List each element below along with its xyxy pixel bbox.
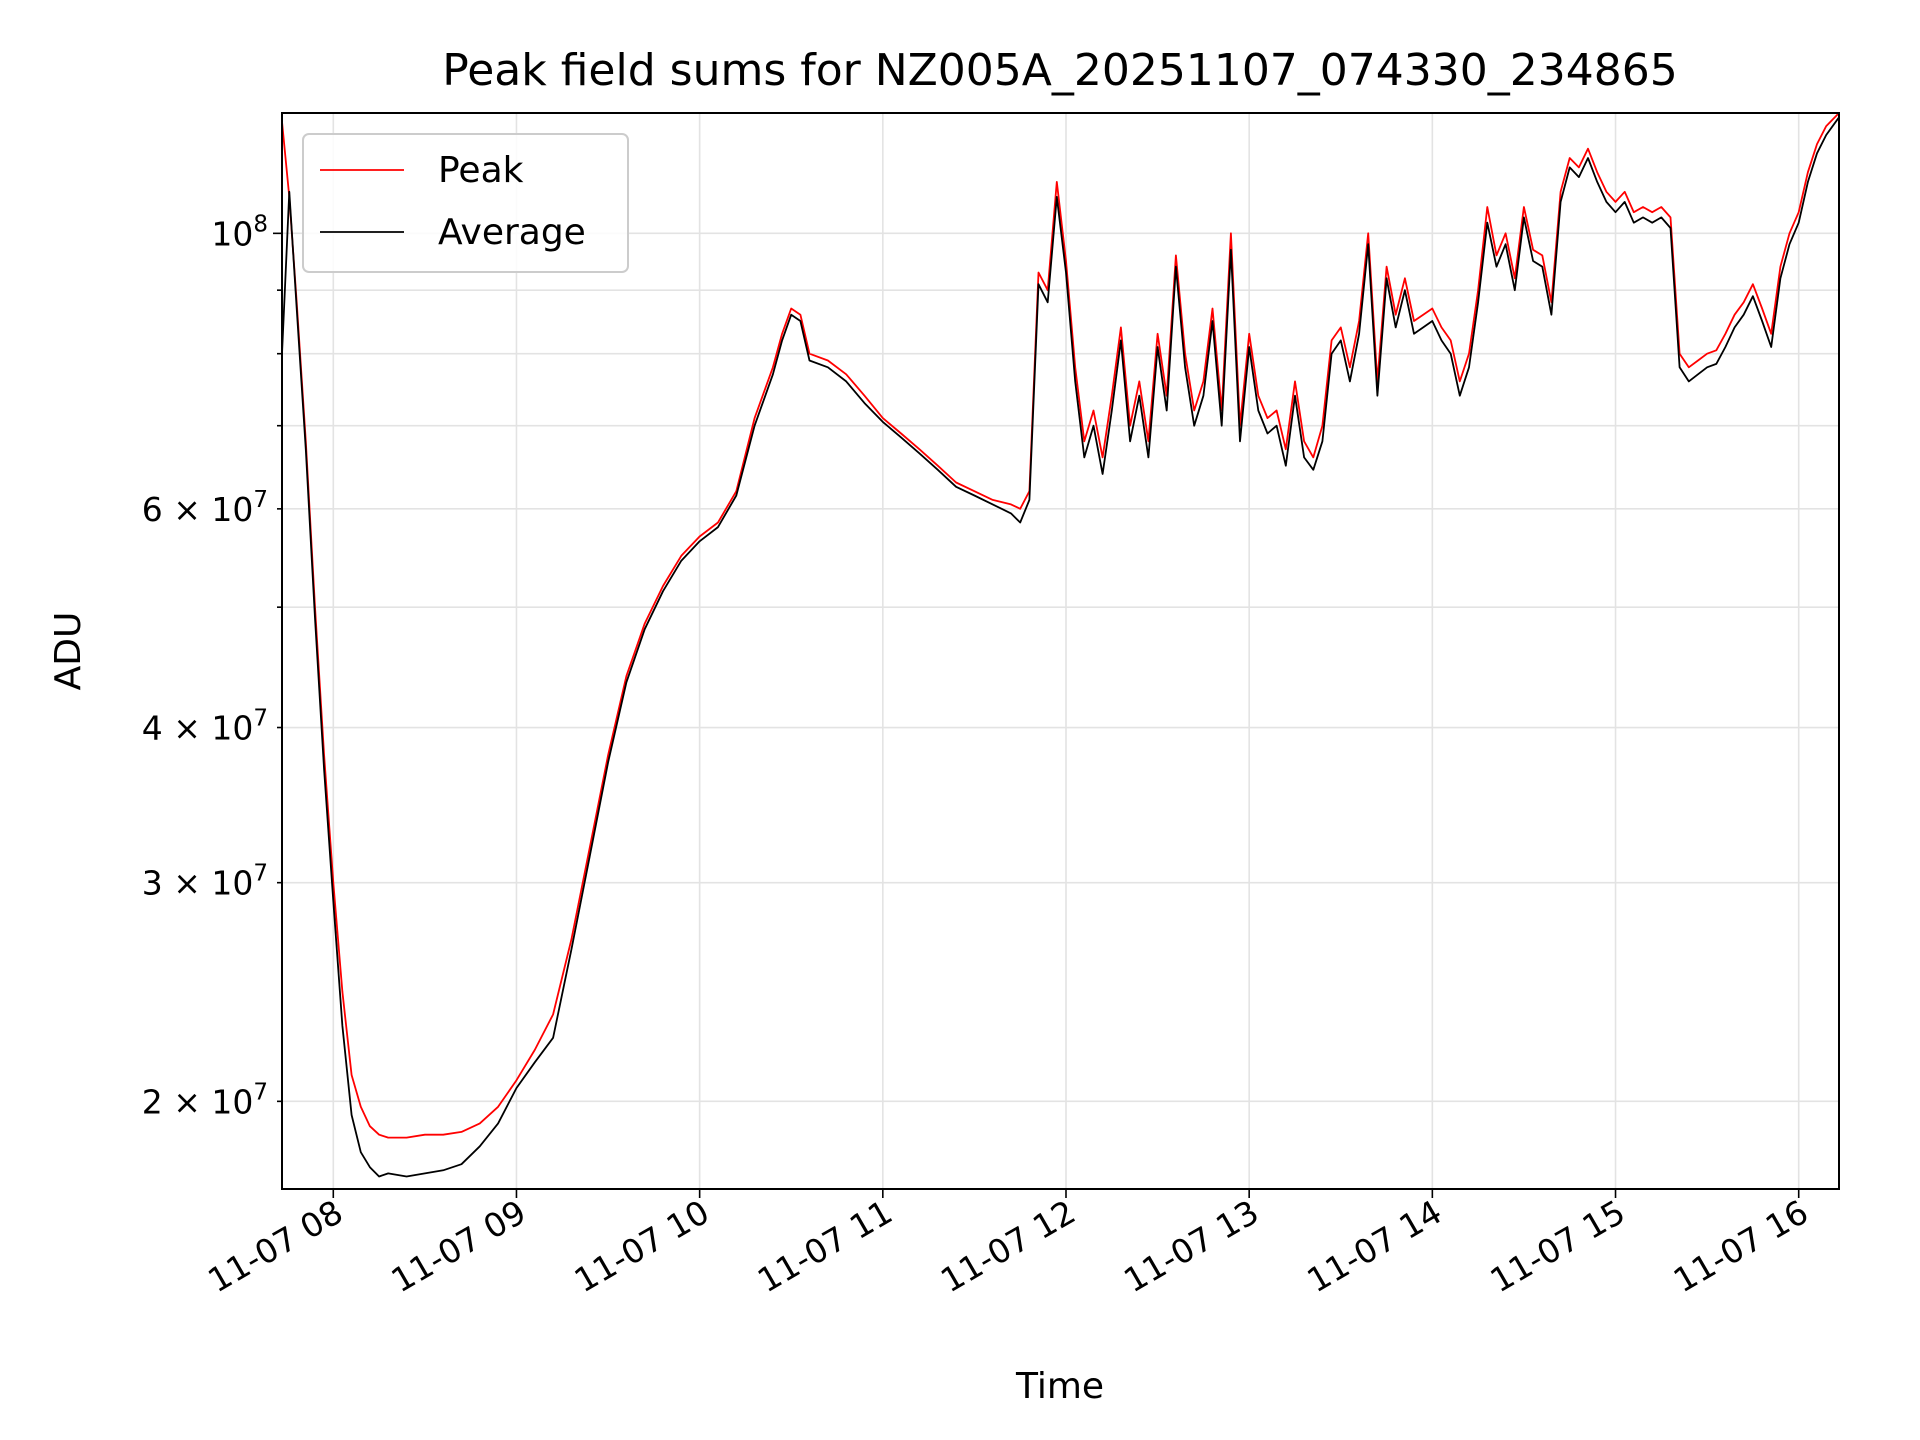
series-layer [281, 112, 1840, 1178]
legend: Peak Average [302, 133, 629, 273]
y-tick-label: 108 [211, 211, 268, 253]
y-tick-label: 6 × 107 [142, 487, 268, 529]
plot-frame [281, 112, 1840, 1190]
x-axis-label: Time [1015, 1366, 1104, 1407]
chart-title: Peak field sums for NZ005A_20251107_0743… [442, 45, 1677, 96]
y-tick-label: 3 × 107 [142, 861, 268, 903]
y-tick-label: 4 × 107 [142, 706, 268, 748]
series-line-average [281, 116, 1840, 1178]
y-axis-label: ADU [48, 612, 89, 691]
legend-label-peak: Peak [438, 150, 524, 191]
y-tick-label: 2 × 107 [142, 1079, 268, 1121]
legend-box [302, 133, 629, 273]
series-line-peak [281, 112, 1840, 1139]
legend-label-average: Average [438, 212, 586, 253]
